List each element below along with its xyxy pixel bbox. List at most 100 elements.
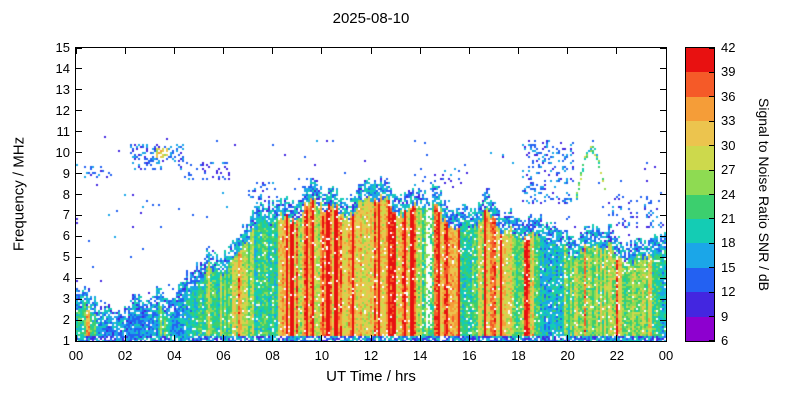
colorbar-band	[686, 218, 714, 244]
y-tick-label: 4	[62, 270, 70, 286]
colorbar-band	[686, 243, 714, 268]
x-tick-label: 22	[609, 348, 625, 363]
x-tick-mark-top	[124, 48, 126, 54]
x-axis-label: UT Time / hrs	[326, 368, 416, 385]
y-tick-mark	[76, 298, 82, 300]
x-tick-label: 20	[560, 348, 575, 363]
colorbar-tick-mark	[709, 194, 714, 195]
y-tick-label: 7	[62, 207, 70, 223]
colorbar-tick-label: 39	[721, 64, 736, 80]
colorbar	[685, 47, 715, 342]
x-tick-mark-top	[419, 48, 421, 54]
y-tick-mark	[76, 256, 82, 258]
colorbar-label: Signal to Noise Ratio SNR / dB	[756, 98, 772, 291]
colorbar-tick-label: 21	[721, 210, 736, 226]
x-tick-label: 08	[265, 348, 280, 363]
y-tick-mark	[76, 110, 82, 112]
colorbar-band	[686, 72, 714, 97]
x-tick-mark-top	[518, 48, 519, 54]
y-tick-mark	[76, 131, 82, 133]
x-tick-mark	[419, 335, 421, 341]
y-tick-label: 1	[62, 333, 70, 348]
colorbar-tick-mark	[709, 267, 714, 269]
y-tick-mark	[76, 173, 82, 175]
x-tick-mark-top	[173, 48, 175, 54]
x-tick-mark-top	[223, 48, 224, 54]
colorbar-tick-mark	[709, 145, 714, 147]
y-tick-mark-right	[660, 131, 666, 133]
y-tick-mark-right	[660, 47, 666, 49]
y-tick-mark-right	[660, 319, 666, 321]
x-tick-mark	[370, 335, 372, 341]
colorbar-band	[686, 170, 714, 195]
y-tick-mark-right	[660, 214, 666, 216]
colorbar-tick-mark	[709, 120, 714, 122]
x-tick-mark	[665, 335, 667, 341]
y-tick-label: 10	[55, 144, 70, 160]
x-tick-label: 16	[462, 348, 477, 363]
y-tick-label: 11	[56, 123, 71, 139]
chart-title: 2025-08-10	[332, 10, 410, 27]
heatmap-canvas	[76, 48, 666, 341]
colorbar-tick-label: 12	[721, 284, 736, 300]
colorbar-band	[686, 145, 714, 171]
colorbar-band	[686, 48, 714, 73]
colorbar-tick-mark	[709, 242, 714, 244]
colorbar-tick-label: 9	[721, 308, 729, 324]
x-tick-label: 00	[658, 348, 674, 363]
x-tick-label: 10	[314, 348, 330, 363]
colorbar-tick-label: 42	[721, 40, 736, 55]
colorbar-tick-label: 18	[721, 235, 736, 251]
x-tick-label: 00	[68, 348, 84, 363]
y-tick-mark	[76, 152, 82, 154]
x-tick-mark-top	[468, 48, 470, 54]
colorbar-tick-mark	[709, 48, 714, 49]
y-tick-mark-right	[660, 340, 666, 342]
x-tick-mark	[468, 335, 470, 341]
x-tick-label: 06	[216, 348, 231, 363]
y-tick-mark-right	[660, 152, 666, 154]
x-tick-label: 02	[117, 348, 133, 363]
y-tick-mark-right	[660, 277, 666, 279]
x-tick-label: 04	[167, 348, 182, 363]
x-tick-mark-top	[321, 48, 323, 54]
x-tick-mark	[173, 335, 175, 341]
x-tick-label: 18	[511, 348, 526, 363]
y-tick-mark-right	[660, 194, 666, 195]
y-tick-mark	[76, 214, 82, 216]
y-tick-mark	[76, 68, 82, 70]
y-tick-label: 15	[55, 40, 70, 55]
colorbar-tick-label: 15	[721, 259, 736, 275]
y-tick-label: 13	[55, 81, 70, 97]
y-tick-mark	[76, 89, 82, 91]
colorbar-tick-label: 30	[721, 137, 736, 153]
colorbar-tick-mark	[709, 96, 714, 98]
x-tick-mark	[272, 335, 274, 341]
colorbar-tick-label: 33	[721, 113, 736, 129]
colorbar-tick-mark	[709, 169, 714, 171]
colorbar-tick-label: 24	[721, 186, 736, 202]
colorbar-band	[686, 292, 714, 317]
y-axis-label: Frequency / MHz	[10, 136, 28, 252]
x-tick-mark	[616, 335, 618, 341]
plot-area	[75, 47, 667, 342]
colorbar-band	[686, 316, 714, 342]
y-tick-label: 12	[55, 102, 70, 118]
y-tick-mark	[76, 194, 82, 195]
x-tick-label: 12	[363, 348, 379, 363]
y-tick-mark-right	[660, 256, 666, 258]
y-tick-mark-right	[660, 68, 666, 70]
y-tick-mark-right	[660, 89, 666, 91]
y-tick-mark-right	[660, 110, 666, 112]
x-tick-mark	[75, 335, 77, 341]
y-tick-mark	[76, 47, 82, 49]
colorbar-tick-mark	[709, 218, 714, 220]
colorbar-band	[686, 96, 714, 122]
x-tick-mark	[124, 335, 126, 341]
y-tick-mark	[76, 277, 82, 279]
y-tick-mark-right	[660, 298, 666, 300]
colorbar-tick-mark	[709, 340, 714, 341]
x-tick-mark-top	[370, 48, 372, 54]
colorbar-tick-mark	[709, 316, 714, 318]
